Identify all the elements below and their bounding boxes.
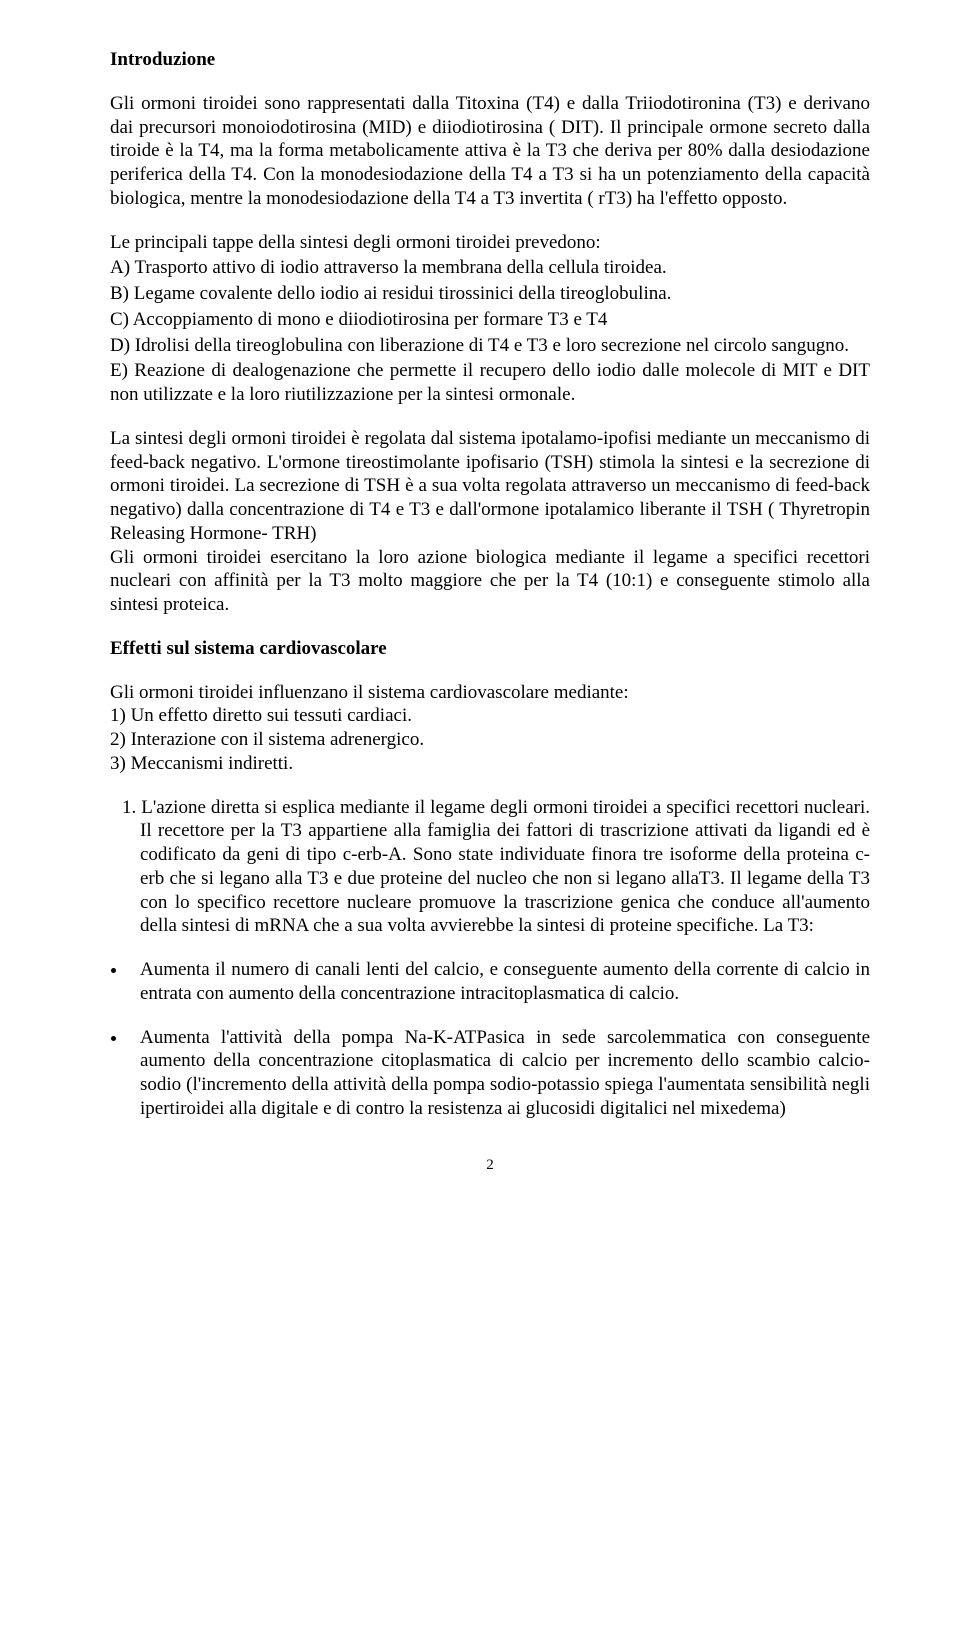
synthesis-step-c: C) Accoppiamento di mono e diiodiotirosi… bbox=[110, 308, 870, 332]
heading-introduzione: Introduzione bbox=[110, 48, 870, 72]
paragraph-regulation: La sintesi degli ormoni tiroidei è regol… bbox=[110, 427, 870, 617]
cardiovascular-list-intro: Gli ormoni tiroidei influenzano il siste… bbox=[110, 681, 870, 705]
cardiovascular-list-item-2: 2) Interazione con il sistema adrenergic… bbox=[110, 728, 870, 752]
page-number: 2 bbox=[110, 1156, 870, 1175]
synthesis-intro: Le principali tappe della sintesi degli … bbox=[110, 231, 870, 255]
synthesis-step-d: D) Idrolisi della tireoglobulina con lib… bbox=[110, 334, 870, 358]
heading-cardiovascular: Effetti sul sistema cardiovascolare bbox=[110, 637, 870, 661]
regulation-part1: La sintesi degli ormoni tiroidei è regol… bbox=[110, 428, 870, 544]
synthesis-step-b: B) Legame covalente dello iodio ai resid… bbox=[110, 282, 870, 306]
paragraph-intro: Gli ormoni tiroidei sono rappresentati d… bbox=[110, 92, 870, 211]
bullet-list: Aumenta il numero di canali lenti del ca… bbox=[110, 958, 870, 1121]
cardiovascular-list-item-1: 1) Un effetto diretto sui tessuti cardia… bbox=[110, 704, 870, 728]
paragraph-synthesis-steps: Le principali tappe della sintesi degli … bbox=[110, 231, 870, 407]
bullet-item-1: Aumenta il numero di canali lenti del ca… bbox=[128, 958, 870, 1006]
cardiovascular-list-item-3: 3) Meccanismi indiretti. bbox=[110, 752, 870, 776]
regulation-part2: Gli ormoni tiroidei esercitano la loro a… bbox=[110, 547, 870, 616]
synthesis-step-e: E) Reazione di dealogenazione che permet… bbox=[110, 359, 870, 407]
cardiovascular-list: Gli ormoni tiroidei influenzano il siste… bbox=[110, 681, 870, 776]
numbered-paragraph-1: 1. L'azione diretta si esplica mediante … bbox=[110, 796, 870, 939]
bullet-item-2: Aumenta l'attività della pompa Na-K-ATPa… bbox=[128, 1026, 870, 1121]
synthesis-step-a: A) Trasporto attivo di iodio attraverso … bbox=[110, 256, 870, 280]
document-page: Introduzione Gli ormoni tiroidei sono ra… bbox=[0, 0, 960, 1214]
